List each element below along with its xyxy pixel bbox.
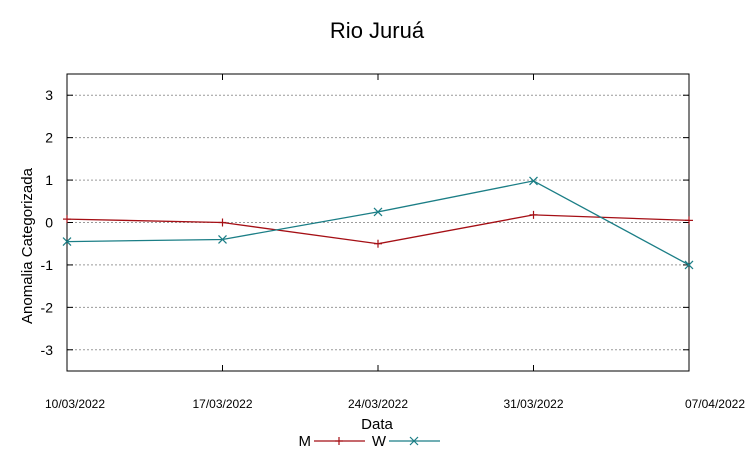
- series-line-m: [66, 214, 690, 245]
- chart-title: Rio Juruá: [330, 18, 425, 43]
- y-tick-label: 0: [45, 215, 53, 231]
- marker-x: [62, 237, 72, 247]
- x-tick-label: 24/03/2022: [348, 397, 408, 411]
- grid: [67, 94, 689, 351]
- y-tick-label: -3: [41, 342, 54, 358]
- y-tick-label: 3: [45, 87, 53, 103]
- legend-label-w: W: [372, 433, 387, 450]
- y-tick-label: -1: [41, 257, 54, 273]
- x-tick-label: 07/04/2022: [685, 397, 745, 411]
- y-tick-label: -2: [41, 299, 54, 315]
- marker-x: [684, 260, 694, 270]
- y-tick-label: 2: [45, 130, 53, 146]
- x-tick-label: 31/03/2022: [503, 397, 563, 411]
- series: [62, 176, 694, 270]
- marker-x: [373, 207, 383, 217]
- y-axis-label: Anomalia Categorizada: [19, 167, 36, 324]
- marker-x: [529, 176, 538, 186]
- series-w: [62, 176, 694, 270]
- legend-item-m: M: [299, 433, 365, 450]
- legend-item-w: W: [372, 433, 440, 450]
- x-axis: 10/03/2022 17/03/2022 24/03/2022 31/03/2022…: [45, 74, 745, 411]
- marker-x: [409, 436, 419, 446]
- x-tick-label: 10/03/2022: [45, 397, 105, 411]
- series-m: [63, 210, 693, 248]
- marker-x: [218, 235, 227, 244]
- y-tick-label: 1: [45, 172, 53, 188]
- x-axis-label: Data: [361, 416, 393, 433]
- legend-label-m: M: [299, 433, 312, 450]
- x-tick-label: 17/03/2022: [192, 397, 252, 411]
